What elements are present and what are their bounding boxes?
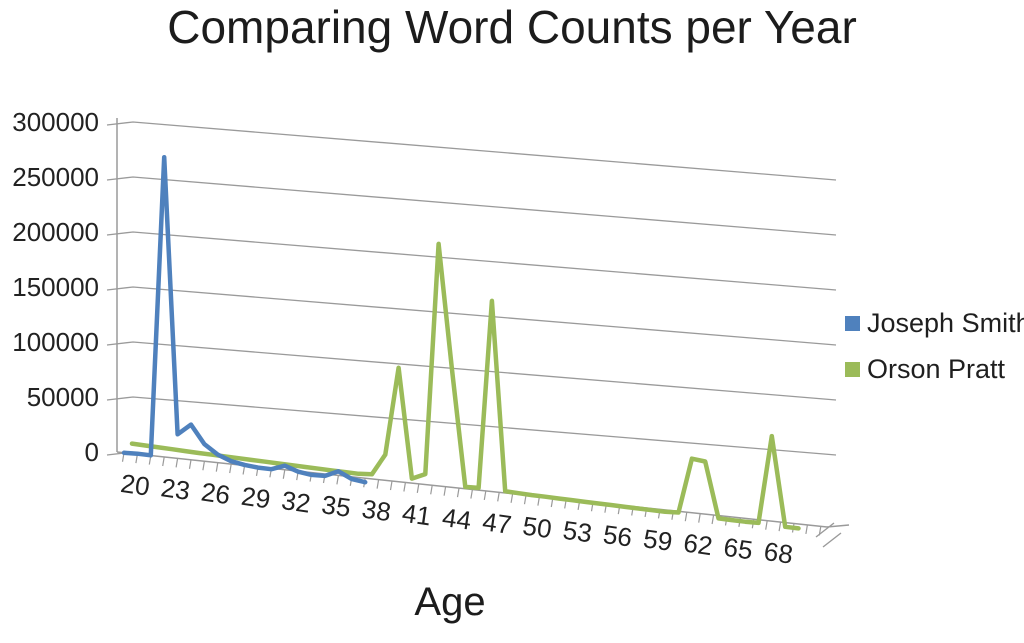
axis-tick: [336, 475, 339, 485]
x-tick-label: 53: [561, 515, 594, 549]
x-tick-label: 38: [360, 493, 393, 527]
x-axis-title: Age: [414, 580, 486, 624]
axis-tick: [202, 461, 205, 471]
axis-tick: [389, 480, 393, 491]
axis-tick: [175, 458, 179, 468]
y-tick-label: 150000: [12, 272, 99, 302]
axis-tick: [456, 488, 460, 498]
legend-item-joseph-smith: Joseph Smith: [845, 308, 1024, 339]
series-line-orson-pratt: [129, 241, 801, 531]
gridline: [106, 396, 837, 456]
gridline: [106, 231, 837, 291]
axis-tick: [470, 489, 473, 499]
axis-tick: [510, 493, 514, 503]
axis-tick: [805, 524, 808, 535]
x-tick-label: 56: [601, 519, 634, 553]
axis-tick: [403, 482, 406, 492]
x-tick-label: 62: [682, 527, 715, 561]
x-tick-label: 32: [280, 485, 313, 519]
x-tick-label: 44: [440, 502, 473, 536]
x-tick-label: 65: [722, 532, 755, 566]
y-tick-label: 300000: [12, 107, 99, 137]
x-tick-label: 23: [159, 472, 192, 506]
gridline: [106, 341, 837, 401]
axis-tick: [430, 485, 433, 495]
axis-tick: [778, 521, 782, 532]
x-tick-label: 59: [641, 523, 674, 557]
axis-tick: [684, 512, 688, 522]
axis-tick: [483, 490, 487, 501]
x-tick-label: 47: [481, 506, 514, 540]
legend-swatch-joseph-smith: [845, 316, 860, 331]
legend: Joseph Smith Orson Pratt: [845, 308, 1024, 400]
legend-item-orson-pratt: Orson Pratt: [845, 354, 1024, 385]
legend-swatch-orson-pratt: [845, 362, 860, 377]
x-tick-label: 50: [521, 510, 554, 544]
gridline: [106, 121, 837, 181]
chart-title: Comparing Word Counts per Year: [167, 1, 857, 53]
axis-tick: [497, 492, 500, 502]
axis-tick: [282, 469, 286, 479]
y-tick-label: 50000: [27, 382, 99, 412]
axis-tick: [376, 479, 380, 489]
axis-end-mark: [815, 522, 850, 548]
y-tick-label: 250000: [12, 162, 99, 192]
axis-tick: [229, 463, 232, 474]
x-tick-label: 35: [320, 489, 353, 523]
legend-label-joseph-smith: Joseph Smith: [867, 308, 1024, 338]
axis-tick: [443, 486, 447, 496]
axis-tick: [765, 520, 768, 530]
legend-label-orson-pratt: Orson Pratt: [867, 354, 1006, 384]
series-line-joseph-smith: [121, 154, 368, 485]
axis-tick: [698, 513, 701, 523]
gridline: [106, 176, 837, 236]
axis-tick: [188, 459, 192, 469]
axis-tick: [416, 483, 420, 493]
y-tick-label: 100000: [12, 327, 99, 357]
x-tick-label: 26: [199, 477, 232, 511]
x-tick-label: 41: [400, 498, 433, 532]
x-tick-label: 68: [762, 536, 795, 570]
x-tick-label: 20: [119, 468, 152, 502]
gridline: [106, 286, 837, 346]
axis-tick: [523, 495, 527, 505]
y-tick-label: 200000: [12, 217, 99, 247]
axis-tick: [162, 456, 165, 467]
x-tick-label: 29: [239, 481, 272, 515]
axis-tick: [215, 462, 219, 472]
y-tick-label: 0: [85, 437, 99, 467]
axis-tick: [711, 514, 715, 525]
